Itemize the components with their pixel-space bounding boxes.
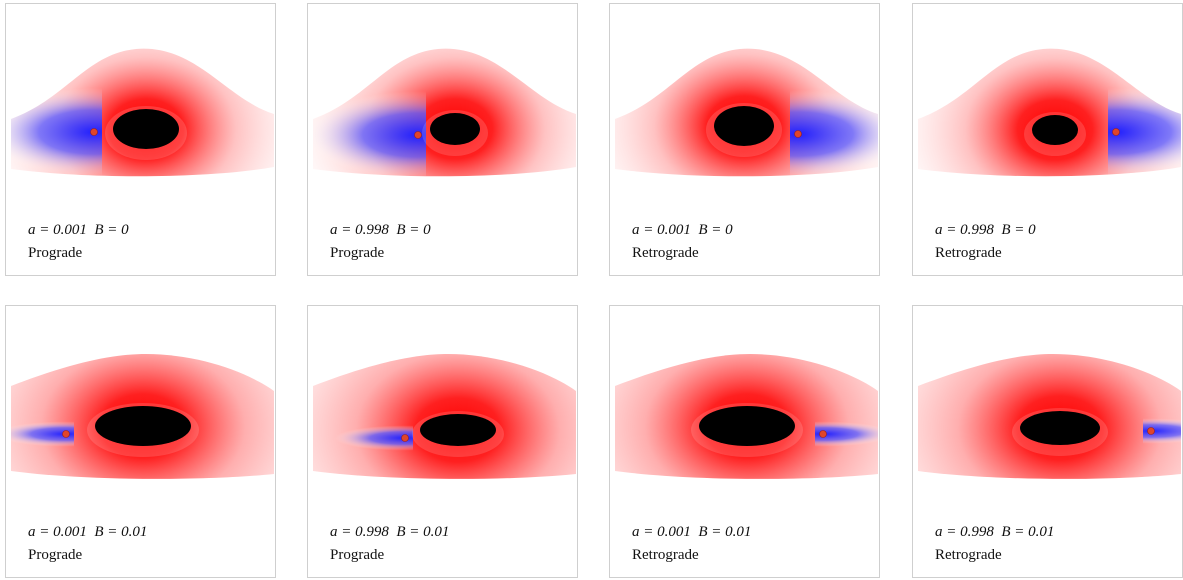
panel: a = 0.998 B = 0 Prograde [307, 3, 578, 276]
simulation-image [313, 48, 576, 177]
panel: a = 0.998 B = 0.01 Prograde [307, 305, 578, 578]
simulation-image [615, 354, 878, 479]
direction-label: Prograde [28, 245, 83, 261]
parameter-label: a = 0.998 B = 0 [935, 222, 1036, 238]
panel: a = 0.001 B = 0.01 Prograde [5, 305, 276, 578]
panel: a = 0.001 B = 0 Prograde [5, 3, 276, 276]
simulation-image [313, 354, 576, 479]
simulation-image [918, 354, 1181, 479]
direction-label: Prograde [330, 547, 385, 563]
parameter-label: a = 0.001 B = 0.01 [28, 524, 148, 540]
parameter-label: a = 0.001 B = 0.01 [632, 524, 752, 540]
panel: a = 0.001 B = 0 Retrograde [609, 3, 880, 276]
simulation-image [615, 48, 878, 177]
direction-label: Retrograde [935, 547, 1002, 563]
parameter-label: a = 0.001 B = 0 [28, 222, 129, 238]
parameter-label: a = 0.001 B = 0 [632, 222, 733, 238]
parameter-label: a = 0.998 B = 0.01 [330, 524, 450, 540]
direction-label: Retrograde [935, 245, 1002, 261]
panel: a = 0.998 B = 0.01 Retrograde [912, 305, 1183, 578]
panel: a = 0.998 B = 0 Retrograde [912, 3, 1183, 276]
direction-label: Prograde [28, 547, 83, 563]
direction-label: Retrograde [632, 245, 699, 261]
simulation-image [11, 354, 274, 479]
direction-label: Prograde [330, 245, 385, 261]
panel: a = 0.001 B = 0.01 Retrograde [609, 305, 880, 578]
simulation-image [11, 48, 274, 177]
direction-label: Retrograde [632, 547, 699, 563]
simulation-image [918, 48, 1181, 177]
parameter-label: a = 0.998 B = 0.01 [935, 524, 1055, 540]
parameter-label: a = 0.998 B = 0 [330, 222, 431, 238]
